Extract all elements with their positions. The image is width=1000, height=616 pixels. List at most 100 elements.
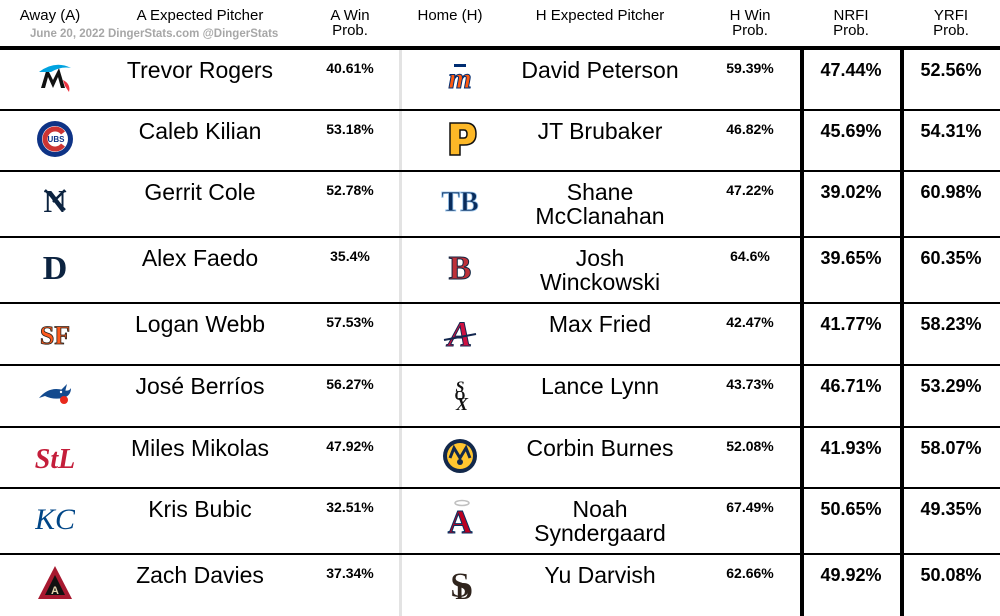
away-win-prob: 52.78% [326,182,374,198]
away-win-prob: 53.18% [326,121,374,137]
nrfi-prob: 47.44% [820,60,882,80]
yrfi-prob: 50.08% [920,565,982,585]
game-row: SF Logan Webb 57.53% A Max Fried 42.47% 41.77%… [0,304,1000,366]
home-pitcher-name: Corbin Burnes [526,435,674,461]
row-divider [0,109,1000,111]
away-pitcher-name: Zach Davies [136,562,264,588]
away-win-prob: 56.27% [326,376,374,392]
away-header: Away (A) [19,7,81,24]
home-divider [399,50,402,616]
game-row: A Zach Davies 37.34% S D Yu Darvish 62.66% 49.9… [0,555,1000,616]
svg-text:X: X [455,394,469,414]
home-pitcher-name: David Peterson [521,57,679,83]
tigers-logo-icon: D [35,246,75,286]
home-pitcher-name: Josh Winckowski [539,245,661,295]
red-sox-logo-icon: B [440,246,480,287]
home-pitcher-name: Shane McClanahan [535,179,665,229]
home-win-prob: 42.47% [726,314,774,330]
svg-text:S: S [456,379,465,396]
game-row: Trevor Rogers 40.61% m David Peterson 59.39%… [0,50,1000,111]
away-win-prob: 40.61% [326,60,374,76]
yrfi-header: YRFI Prob. [933,7,969,39]
home-win-prob: 59.39% [726,60,774,76]
svg-text:S: S [450,565,470,603]
yrfi-prob: 49.35% [920,499,982,519]
brewers-logo-icon [440,436,480,476]
braves-logo-icon: A [440,312,480,352]
home-pitcher-name: JT Brubaker [537,118,663,144]
diamondbacks-logo-icon: A [35,563,75,603]
nrfi-divider [800,50,804,616]
away-pitcher-name: Trevor Rogers [126,57,274,83]
yrfi-prob: 52.56% [920,60,982,80]
row-divider [0,487,1000,489]
away-win-header: A Win Prob. [330,7,370,39]
nrfi-header: NRFI Prob. [833,7,869,39]
yrfi-prob: 60.35% [920,248,982,268]
row-divider [0,236,1000,238]
svg-text:KC: KC [35,503,75,536]
svg-text:m: m [448,62,471,95]
svg-text:A: A [446,314,472,352]
home-pitcher-name: Yu Darvish [544,562,656,588]
svg-text:D: D [43,250,68,286]
svg-text:StL: StL [35,444,75,475]
yrfi-prob: 58.07% [920,438,982,458]
cubs-logo-icon: UBS [35,119,75,159]
yrfi-prob: 53.29% [920,376,982,396]
away-pitcher-name: Alex Faedo [141,245,259,271]
home-win-prob: 52.08% [726,438,774,454]
home-win-prob: 62.66% [726,565,774,581]
pirates-logo-icon [440,119,480,159]
header-rule [0,46,1000,50]
away-win-prob: 47.92% [326,438,374,454]
angels-logo-icon: A [440,497,480,537]
yrfi-divider [900,50,904,616]
home-header: Home (H) [417,7,483,24]
away-pitcher-name: José Berríos [135,373,265,399]
nrfi-prob: 50.65% [820,499,882,519]
home-win-prob: 46.82% [726,121,774,137]
home-pitcher-name: Max Fried [548,311,652,337]
royals-logo-icon: KC [35,497,75,537]
svg-text:B: B [449,250,472,286]
game-row: StL Miles Mikolas 47.92% Corbin Burnes 52.08… [0,428,1000,489]
table-header: Away (A) A Expected Pitcher A Win Prob. H… [0,0,1000,50]
nrfi-prob: 39.02% [820,182,882,202]
yankees-logo-icon: N [35,180,75,220]
svg-text:O: O [455,389,466,404]
away-pitcher-name: Logan Webb [134,311,265,337]
home-pitcher-name: Lance Lynn [540,373,660,399]
yrfi-prob: 60.98% [920,182,982,202]
home-win-prob: 67.49% [726,499,774,515]
row-divider [0,426,1000,428]
game-row: José Berríos 56.27% S X O Lance Lynn 43.73% 46.… [0,366,1000,428]
away-pitcher-name: Caleb Kilian [138,118,262,144]
svg-text:D: D [455,579,472,603]
row-divider [0,364,1000,366]
svg-text:TB: TB [441,187,478,218]
nrfi-prob: 49.92% [820,565,882,585]
nrfi-prob: 45.69% [820,121,882,141]
giants-logo-icon: SF [35,312,75,352]
away-win-prob: 32.51% [326,499,374,515]
away-pitcher-header: A Expected Pitcher [136,7,264,24]
home-win-prob: 43.73% [726,376,774,392]
yrfi-prob: 58.23% [920,314,982,334]
nrfi-prob: 46.71% [820,376,882,396]
home-pitcher-header: H Expected Pitcher [535,7,665,24]
home-pitcher-name: Noah Syndergaard [534,496,666,546]
home-win-header: H Win Prob. [729,7,771,39]
away-pitcher-name: Kris Bubic [148,496,252,522]
away-pitcher-name: Miles Mikolas [130,435,270,461]
away-pitcher-name: Gerrit Cole [144,179,256,205]
credit-line: June 20, 2022 DingerStats.com @DingerSta… [30,28,279,40]
row-divider [0,170,1000,172]
svg-text:A: A [51,585,59,597]
home-win-prob: 47.22% [726,182,774,198]
nrfi-prob: 41.77% [820,314,882,334]
game-row: D Alex Faedo 35.4% B Josh Winckowski 64.6% 39.6… [0,238,1000,304]
